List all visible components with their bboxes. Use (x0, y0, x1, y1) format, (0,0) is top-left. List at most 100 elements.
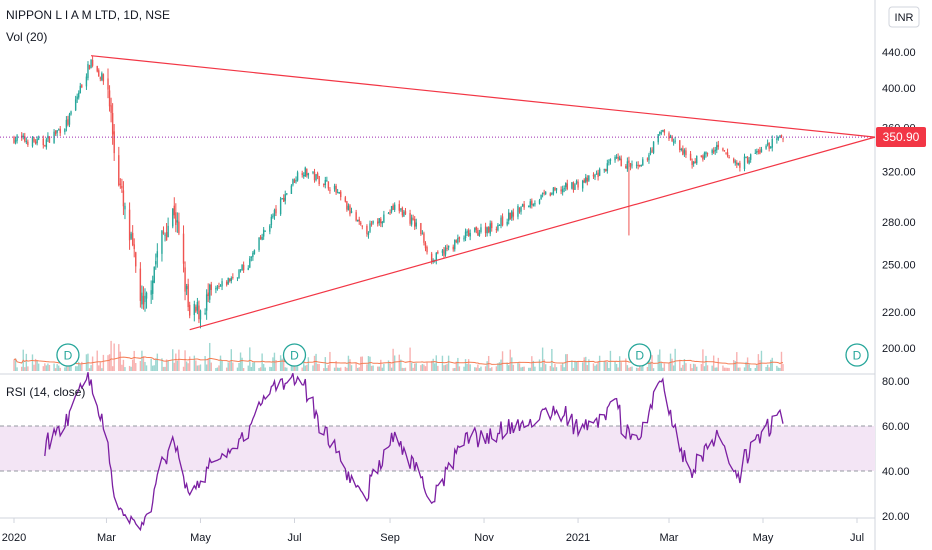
candle-body (555, 188, 558, 191)
price-tick-label: 220.00 (882, 307, 916, 319)
candle-body (307, 173, 310, 176)
rsi-label[interactable]: RSI (14, close) (6, 385, 85, 399)
candle-body (261, 237, 263, 241)
volume-bar (520, 367, 522, 371)
volume-bar (48, 365, 51, 371)
dividend-marker[interactable] (282, 343, 307, 367)
volume-bars (13, 340, 784, 371)
rsi-tick-label: 60.00 (882, 421, 910, 433)
candle-body (554, 187, 556, 191)
candle-body (130, 233, 132, 239)
candle-body (312, 171, 314, 173)
currency-badge[interactable] (888, 6, 920, 28)
candle-body (209, 284, 211, 300)
candle-body (671, 136, 673, 142)
volume-bar (176, 360, 179, 371)
candle-body (518, 207, 521, 213)
candle-body (88, 65, 91, 70)
candle-body (508, 212, 510, 221)
volume-bar (145, 365, 148, 371)
candle-body (620, 158, 622, 167)
candle-body (54, 130, 57, 134)
volume-bar (586, 365, 589, 371)
candle-body (696, 155, 698, 164)
candle-body (269, 225, 271, 232)
volume-bar (575, 361, 578, 371)
candle-body (457, 238, 459, 243)
overlay-lines[interactable] (0, 55, 876, 331)
volume-bar (574, 360, 576, 371)
volume-bar (737, 367, 740, 371)
candle-body (511, 211, 513, 219)
candle-body (463, 237, 465, 240)
candle-body (249, 258, 251, 268)
volume-bar (457, 357, 459, 371)
candle-body (771, 138, 773, 148)
candle-body (155, 261, 157, 265)
symbol-title[interactable]: NIPPON L I A M LTD, 1D, NSE (6, 8, 170, 22)
volume-bar (113, 343, 115, 371)
candle-body (532, 204, 535, 206)
volume-bar (692, 363, 695, 371)
volume-bar (178, 349, 180, 371)
candle-body (486, 227, 488, 234)
candle-body (716, 145, 718, 151)
volume-bar (443, 365, 445, 371)
candle-body (24, 136, 26, 142)
candle-body (187, 284, 189, 308)
candle-body (757, 150, 760, 152)
volume-bar (652, 368, 655, 371)
candle-body (145, 292, 148, 299)
candle-body (712, 150, 715, 153)
volume-bar (253, 361, 256, 371)
candle-body (779, 135, 781, 138)
candle-body (626, 161, 629, 170)
volume-bar (54, 368, 57, 371)
candle-body (746, 157, 749, 163)
volume-bar (304, 365, 306, 371)
candle-body (423, 233, 425, 243)
candle-body (529, 201, 531, 207)
volume-bar (258, 368, 260, 371)
volume-bar (555, 367, 558, 371)
x-tick-label: May (190, 532, 211, 544)
candle-body (642, 159, 644, 166)
candle-body (324, 180, 327, 185)
dividend-marker[interactable] (56, 343, 80, 367)
candle-body (581, 180, 584, 189)
volume-bar (150, 358, 152, 371)
candle-body (57, 129, 60, 131)
volume-bar (111, 366, 114, 371)
volume-bar (318, 363, 320, 371)
candle-body (216, 287, 219, 289)
volume-bar (748, 364, 750, 371)
volume-bar (242, 368, 245, 371)
volume-bar (404, 367, 407, 371)
candlesticks[interactable] (13, 56, 784, 329)
candle-body (173, 205, 175, 216)
dividend-marker[interactable] (628, 343, 652, 367)
candle-body (238, 270, 240, 279)
dividend-marker-label: D (635, 349, 644, 363)
volume-bar (333, 367, 336, 371)
candle-body (318, 175, 320, 185)
volume-bar (135, 362, 137, 371)
candle-body (37, 138, 40, 140)
volume-bar (746, 357, 749, 371)
volume-label[interactable]: Vol (20) (6, 30, 47, 44)
candle-body (247, 268, 249, 270)
candle-body (229, 278, 231, 282)
candle-body (275, 208, 277, 214)
volume-bar (24, 367, 26, 371)
volume-bar (626, 365, 629, 371)
candle-body (196, 302, 199, 311)
candle-body (410, 217, 413, 225)
candle-body (139, 268, 142, 301)
volume-bar (57, 365, 60, 371)
candle-body (360, 222, 362, 225)
candle-body (583, 179, 585, 183)
dividend-marker[interactable] (845, 343, 869, 367)
candle-body (295, 179, 297, 182)
